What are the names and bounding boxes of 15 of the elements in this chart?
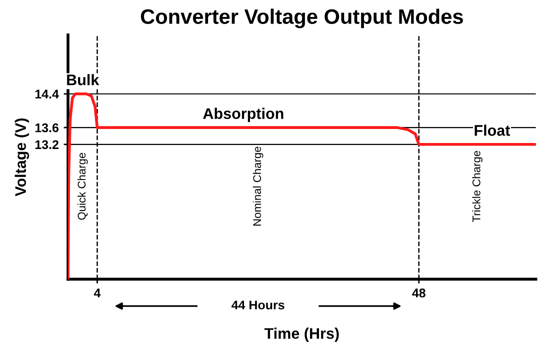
annotation: Bulk	[67, 74, 100, 86]
annotation: Absorption	[203, 108, 284, 122]
annotation: Trickle Charge	[472, 150, 483, 222]
chart-title: Converter Voltage Output Modes	[140, 8, 463, 28]
text: 44 Hours	[232, 300, 284, 310]
annotation: Float	[474, 124, 510, 136]
y-tick-label: 14.4	[35, 90, 59, 98]
y-tick-label: 13.2	[35, 140, 58, 150]
x-axis-title: Time (Hrs)	[264, 328, 339, 342]
y-tick-label: 13.6	[35, 123, 59, 132]
annotation: Nominal Charge	[252, 146, 264, 226]
y-axis-title: Voltage (V)	[14, 118, 30, 196]
x-tick-label: 48	[412, 288, 426, 298]
x-tick-label: 4	[94, 288, 101, 298]
annotation: Quick Charge	[77, 152, 88, 220]
